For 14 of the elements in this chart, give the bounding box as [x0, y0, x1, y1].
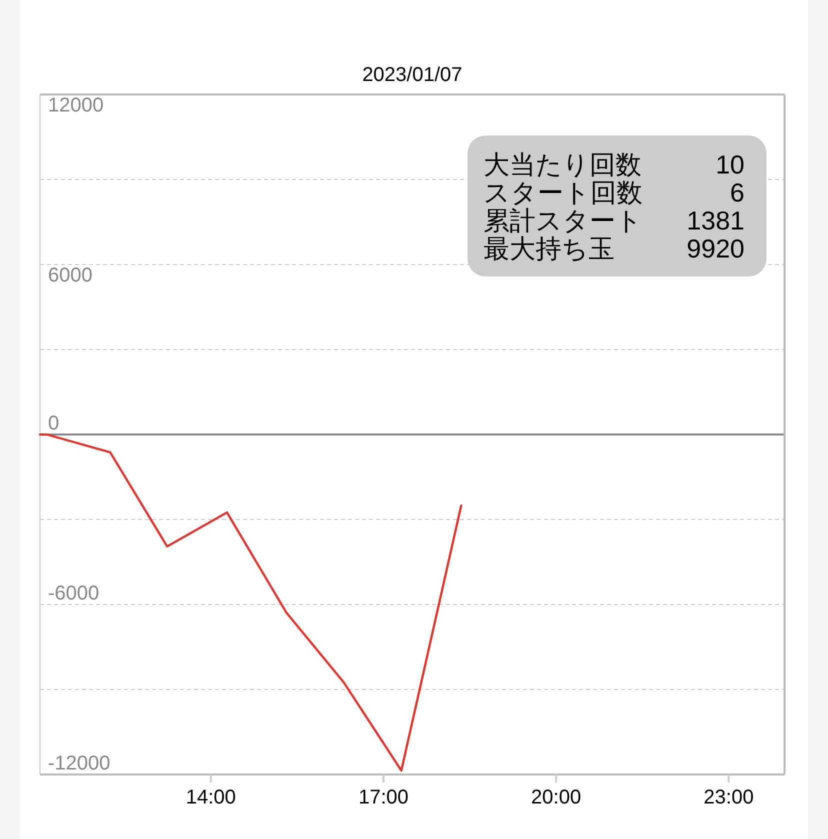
- x-tick-label: 23:00: [704, 786, 754, 809]
- x-tick-label: 14:00: [186, 786, 236, 809]
- y-tick-label: 0: [48, 412, 60, 434]
- text: 累計スタート 1381: [484, 206, 744, 236]
- x-tick-label: 17:00: [358, 786, 409, 809]
- y-tick-label: -12000: [48, 752, 110, 774]
- x-tick-label: 20:00: [531, 786, 582, 809]
- y-tick-label: -6000: [48, 582, 100, 604]
- chart-title: 2023/01/07: [362, 64, 462, 86]
- y-tick-label: 12000: [48, 94, 104, 116]
- text: 最大持ち玉 9920: [484, 234, 744, 264]
- text: スタート回数 6: [484, 178, 744, 208]
- text: 大当たり回数 10: [484, 150, 744, 180]
- y-tick-label: 6000: [48, 264, 92, 286]
